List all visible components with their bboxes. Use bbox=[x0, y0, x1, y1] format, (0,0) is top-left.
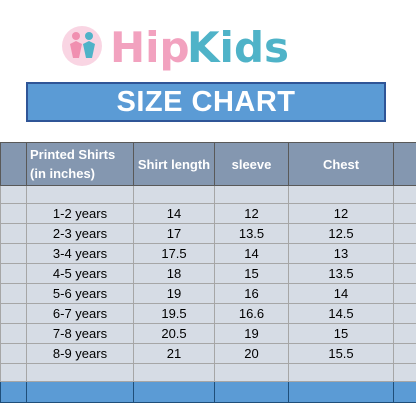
cell-age: 7-8 years bbox=[26, 323, 134, 344]
cell-length: 20.5 bbox=[133, 323, 215, 344]
table-row: 3-4 years 17.5 14 13 bbox=[0, 243, 416, 264]
cell-age: 5-6 years bbox=[26, 283, 134, 304]
table-row: 7-8 years 20.5 19 15 bbox=[0, 323, 416, 344]
cell-sleeve: 15 bbox=[214, 263, 289, 284]
cell-length: 18 bbox=[133, 263, 215, 284]
table-row: 4-5 years 18 15 13.5 bbox=[0, 263, 416, 284]
cell-chest: 13 bbox=[288, 243, 394, 264]
logo-text-kids: Kids bbox=[187, 24, 289, 72]
table-header-row: Printed Shirts (in inches) Shirt length … bbox=[0, 142, 416, 186]
table-spacer-row bbox=[0, 363, 416, 382]
logo-figure-head-left bbox=[72, 32, 80, 40]
logo-emblem-circle bbox=[62, 26, 102, 66]
header-chest: Chest bbox=[288, 142, 394, 186]
size-chart-title-band: SIZE CHART bbox=[26, 82, 386, 122]
cell-length: 14 bbox=[133, 203, 215, 224]
table-row: 6-7 years 19.5 16.6 14.5 bbox=[0, 303, 416, 324]
table-row: 1-2 years 14 12 12 bbox=[0, 203, 416, 224]
table-row: 2-3 years 17 13.5 12.5 bbox=[0, 223, 416, 244]
cell-age: 4-5 years bbox=[26, 263, 134, 284]
cell-sleeve: 19 bbox=[214, 323, 289, 344]
logo-figure-body-right bbox=[83, 41, 95, 58]
cell-age: 8-9 years bbox=[26, 343, 134, 364]
cell-sleeve: 13.5 bbox=[214, 223, 289, 244]
cell-chest: 15 bbox=[288, 323, 394, 344]
cell-length: 17.5 bbox=[133, 243, 215, 264]
hipkids-logo: Hip Kids bbox=[60, 24, 310, 74]
cell-chest: 14 bbox=[288, 283, 394, 304]
table-footer-row bbox=[0, 381, 416, 403]
cell-length: 19 bbox=[133, 283, 215, 304]
cell-length: 17 bbox=[133, 223, 215, 244]
header-right-cell bbox=[393, 142, 416, 186]
table-row: 8-9 years 21 20 15.5 bbox=[0, 343, 416, 364]
cell-length: 21 bbox=[133, 343, 215, 364]
header-shirt-length: Shirt length bbox=[133, 142, 215, 186]
cell-chest: 15.5 bbox=[288, 343, 394, 364]
cell-chest: 13.5 bbox=[288, 263, 394, 284]
table-row: 5-6 years 19 16 14 bbox=[0, 283, 416, 304]
cell-age: 6-7 years bbox=[26, 303, 134, 324]
logo-figure-body-left bbox=[70, 41, 82, 58]
cell-age: 1-2 years bbox=[26, 203, 134, 224]
cell-sleeve: 16.6 bbox=[214, 303, 289, 324]
cell-chest: 14.5 bbox=[288, 303, 394, 324]
cell-chest: 12.5 bbox=[288, 223, 394, 244]
logo-text-hip: Hip bbox=[110, 24, 190, 72]
size-chart-table: Printed Shirts (in inches) Shirt length … bbox=[0, 142, 416, 403]
table-spacer-row bbox=[0, 185, 416, 204]
cell-chest: 12 bbox=[288, 203, 394, 224]
cell-sleeve: 16 bbox=[214, 283, 289, 304]
page-title: SIZE CHART bbox=[116, 85, 296, 118]
cell-age: 2-3 years bbox=[26, 223, 134, 244]
header-sleeve: sleeve bbox=[214, 142, 289, 186]
cell-age: 3-4 years bbox=[26, 243, 134, 264]
logo-figure-head-right bbox=[85, 32, 93, 40]
cell-length: 19.5 bbox=[133, 303, 215, 324]
header-edge-cell bbox=[0, 142, 27, 186]
header-printed-shirts: Printed Shirts (in inches) bbox=[26, 142, 134, 186]
cell-sleeve: 14 bbox=[214, 243, 289, 264]
cell-sleeve: 20 bbox=[214, 343, 289, 364]
cell-sleeve: 12 bbox=[214, 203, 289, 224]
logo-graphic: Hip Kids bbox=[62, 24, 289, 72]
